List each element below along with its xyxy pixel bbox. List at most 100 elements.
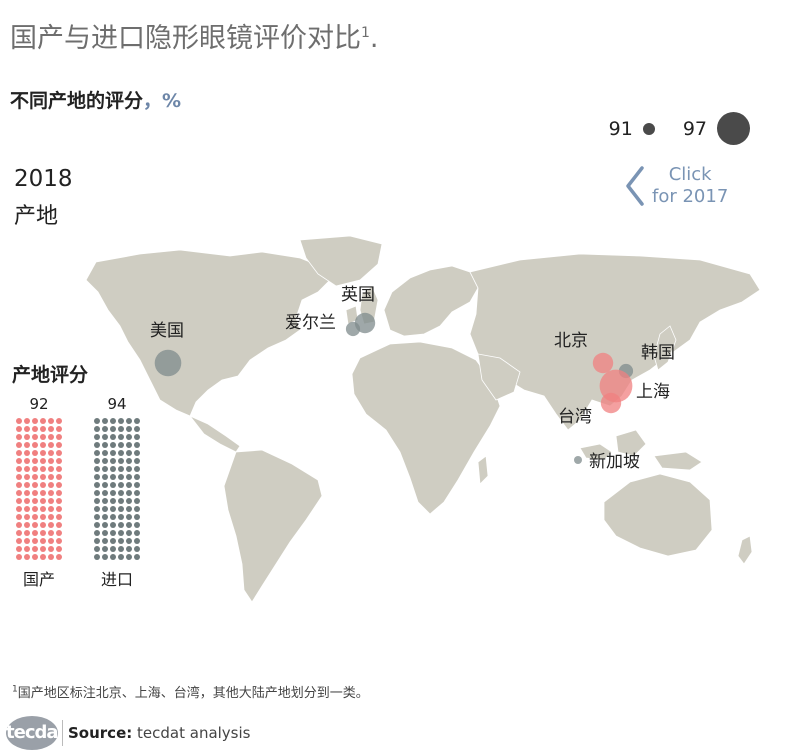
bubble-size-legend: 91 97 [609,112,750,145]
score-dot [110,498,116,504]
import-score-label: 进口 [100,570,133,589]
score-dot [94,522,100,528]
score-dot [32,554,38,560]
score-dot [118,538,124,544]
score-dot [110,426,116,432]
bubble-台湾[interactable] [600,392,622,414]
source-line: Source: tecdat analysis [68,724,250,742]
city-label-上海: 上海 [636,382,670,402]
score-dot [24,490,30,496]
score-dot [126,434,132,440]
score-dot [40,514,46,520]
score-dot [16,458,22,464]
score-dot [16,554,22,560]
score-dot [94,546,100,552]
bubble-爱尔兰[interactable] [345,321,361,337]
bubble-北京[interactable] [592,352,614,374]
score-dot [40,490,46,496]
city-label-英国: 英国 [341,285,375,305]
score-dot [110,442,116,448]
score-dot [94,482,100,488]
score-dot [48,466,54,472]
score-dot [32,506,38,512]
footnote-text: 国产地区标注北京、上海、台湾，其他大陆产地划分到一类。 [17,686,369,701]
domestic-score-column: 92 国产 [14,395,64,590]
land-masses [85,235,761,603]
score-dot [110,506,116,512]
score-dot [94,490,100,496]
score-dot [56,458,62,464]
previous-year-button[interactable]: Click for 2017 [622,164,728,208]
score-dot [40,506,46,512]
score-dot [32,434,38,440]
score-dot [134,426,140,432]
score-dot [40,426,46,432]
score-dot [126,426,132,432]
score-dot [126,458,132,464]
score-dot [94,530,100,536]
score-dot [24,506,30,512]
score-dot [102,418,108,424]
score-dot [110,434,116,440]
subtitle: 不同产地的评分，% [10,86,181,113]
land-borneo [615,429,647,457]
score-dot [94,434,100,440]
land-arabia [477,353,521,401]
score-dot [102,522,108,528]
score-dot [40,466,46,472]
score-dot [24,530,30,536]
score-dot [134,418,140,424]
score-dot [56,530,62,536]
score-dot [40,482,46,488]
score-dot [110,474,116,480]
score-dot [102,482,108,488]
score-dot [24,482,30,488]
score-dot [16,522,22,528]
footnote-mark: 1 [12,684,18,695]
score-dot [126,418,132,424]
score-dot [16,514,22,520]
land-africa [351,341,501,515]
score-dot [126,450,132,456]
category-label: 产地 [14,204,59,229]
score-dot [126,474,132,480]
score-dot [40,458,46,464]
score-dot [24,434,30,440]
bubble-新加坡[interactable] [574,456,582,464]
score-dot [134,546,140,552]
score-dot [40,498,46,504]
city-label-韩国: 韩国 [641,343,675,363]
import-score-column: 94 进口 [92,395,142,590]
score-dot [24,458,30,464]
score-dot [32,498,38,504]
score-dot [32,418,38,424]
score-dot [56,426,62,432]
score-dot [32,514,38,520]
score-dot [48,546,54,552]
score-dot [56,522,62,528]
title-text: 国产与进口隐形眼镜评价对比 [10,23,361,54]
import-score-dots [94,418,140,560]
score-dot [118,418,124,424]
score-dot [56,482,62,488]
score-dot [102,474,108,480]
score-dot [118,466,124,472]
score-dot [48,506,54,512]
score-dot [48,498,54,504]
score-dot [134,458,140,464]
score-dot [16,418,22,424]
land-australia [603,473,713,557]
score-dot [118,490,124,496]
bubble-美国[interactable] [154,349,182,377]
score-dot [40,474,46,480]
land-japan [653,325,677,371]
score-dot [16,474,22,480]
score-dot [16,434,22,440]
score-dot [94,418,100,424]
score-dot [48,442,54,448]
score-dot [102,458,108,464]
city-label-北京: 北京 [554,331,588,351]
score-dot [102,434,108,440]
